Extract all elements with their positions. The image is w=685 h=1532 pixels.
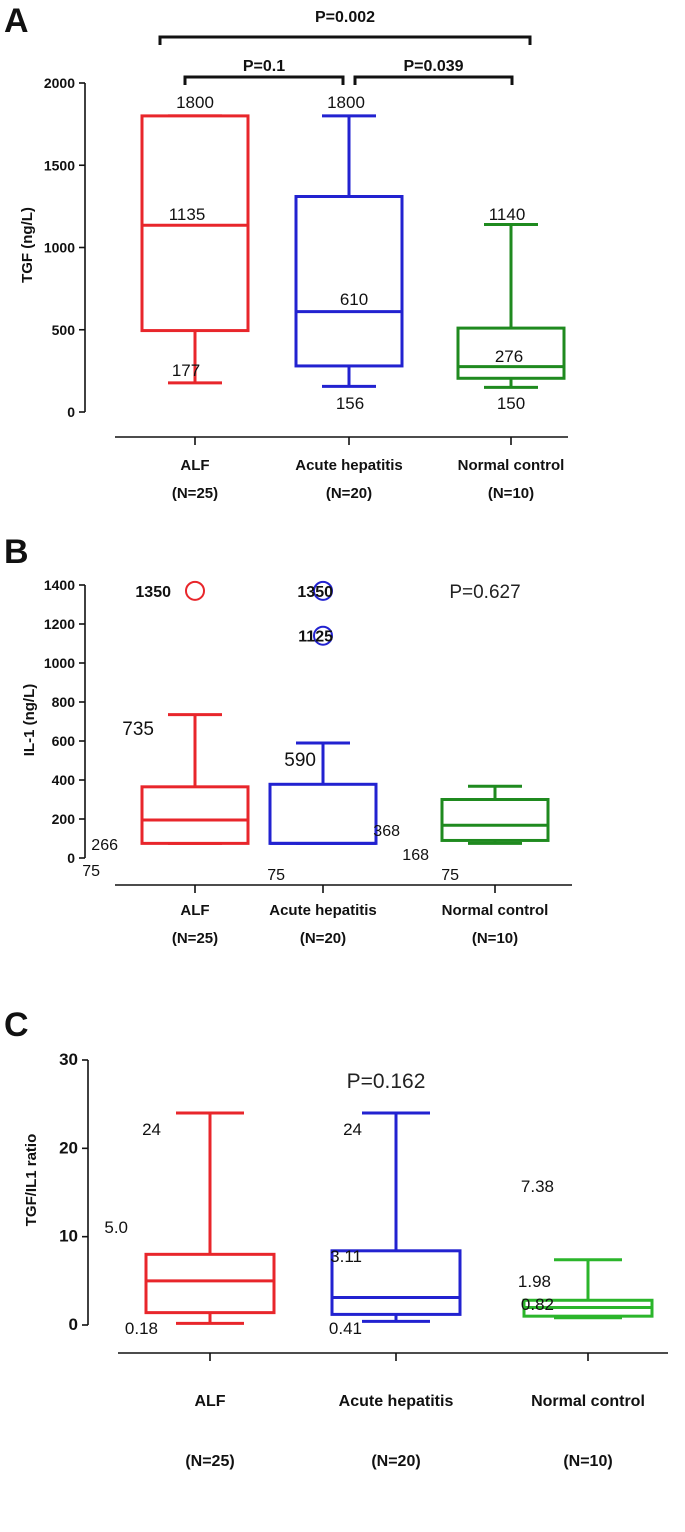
- max-value-label: 24: [142, 1120, 161, 1139]
- y-tick-label: 1000: [44, 655, 75, 671]
- category-count-alf: (N=25): [172, 485, 218, 502]
- panel-letter-a: A: [4, 2, 29, 40]
- min-value-label: 156: [336, 394, 364, 413]
- max-value-label: 368: [373, 823, 400, 840]
- max-value-label: 7.38: [521, 1177, 554, 1196]
- outlier-label: 1350: [135, 584, 171, 601]
- y-tick-label: 800: [52, 694, 76, 710]
- y-tick-label: 1000: [44, 240, 75, 256]
- outlier-point: [313, 625, 333, 646]
- p-value-label: P=0.039: [403, 58, 463, 75]
- significance-bracket: [183, 75, 345, 85]
- category-label-acute-hepatitis: Acute hepatitis: [295, 457, 403, 474]
- y-tick-label: 0: [67, 404, 75, 420]
- p-value-label: P=0.627: [449, 582, 520, 603]
- min-value-label: 75: [267, 867, 285, 884]
- box-normal-control: [456, 222, 566, 389]
- category-label-alf: ALF: [180, 902, 209, 919]
- box-normal-control: [440, 784, 550, 845]
- min-value-label: 75: [441, 867, 459, 884]
- iqr-box: [294, 195, 404, 368]
- y-tick-label: 400: [52, 772, 76, 788]
- max-value-label: 1140: [489, 205, 526, 224]
- y-tick-label: 600: [52, 733, 76, 749]
- y-tick-label: 500: [52, 322, 76, 338]
- y-tick-label: 1500: [44, 157, 75, 173]
- p-value-label: P=0.1: [243, 58, 285, 75]
- category-count-normal-control: (N=10): [563, 1453, 612, 1470]
- median-value-label: 3.11: [330, 1247, 362, 1266]
- y-tick-label: 200: [52, 811, 76, 827]
- median-value-label: 266: [91, 837, 118, 854]
- category-label-alf: ALF: [194, 1393, 225, 1410]
- category-count-alf: (N=25): [172, 930, 218, 947]
- min-value-label: 0.18: [125, 1319, 158, 1338]
- category-count-acute-hepatitis: (N=20): [300, 930, 346, 947]
- y-tick-label: 0: [69, 1315, 78, 1334]
- box-acute-hepatitis: [330, 1111, 462, 1323]
- box-alf: [140, 580, 250, 845]
- iqr-box: [140, 785, 250, 845]
- category-label-acute-hepatitis: Acute hepatitis: [339, 1393, 454, 1410]
- y-tick-label: 0: [67, 850, 75, 866]
- category-label-normal-control: Normal control: [531, 1393, 645, 1410]
- max-value-label: 590: [284, 750, 316, 771]
- median-value-label: 276: [495, 347, 523, 366]
- box-acute-hepatitis: [268, 580, 378, 845]
- box-alf: [144, 1111, 276, 1325]
- box-normal-control: [522, 1258, 654, 1320]
- y-axis-label: IL-1 (ng/L): [21, 684, 38, 756]
- min-value-label: 75: [82, 863, 100, 880]
- outlier-point: [185, 580, 205, 601]
- min-value-label: 150: [497, 394, 525, 413]
- max-value-label: 735: [122, 719, 154, 740]
- category-count-acute-hepatitis: (N=20): [326, 485, 372, 502]
- y-axis-label: TGF (ng/L): [19, 207, 36, 283]
- y-tick-label: 30: [59, 1050, 78, 1069]
- min-value-label: 177: [172, 361, 200, 380]
- category-label-normal-control: Normal control: [442, 902, 549, 919]
- panel-letter-b: B: [4, 533, 29, 571]
- outlier-point: [313, 580, 333, 601]
- significance-bracket: [158, 35, 532, 45]
- category-label-alf: ALF: [180, 457, 209, 474]
- y-tick-label: 20: [59, 1138, 78, 1157]
- median-value-label: 1.98: [518, 1272, 551, 1291]
- box-alf: [140, 114, 250, 385]
- p-value-label: P=0.162: [347, 1070, 426, 1093]
- category-count-alf: (N=25): [185, 1453, 234, 1470]
- min-value-label: 0.41: [329, 1319, 362, 1338]
- p-value-label: P=0.002: [315, 9, 375, 26]
- iqr-box: [140, 114, 250, 333]
- iqr-box: [144, 1252, 276, 1315]
- outlier-label: 1350: [297, 584, 333, 601]
- outlier-label: 1125: [298, 629, 333, 646]
- median-value-label: 168: [402, 847, 429, 864]
- y-tick-label: 1400: [44, 577, 75, 593]
- max-value-label: 24: [343, 1120, 362, 1139]
- y-tick-label: 1200: [44, 616, 75, 632]
- box-acute-hepatitis: [294, 114, 404, 388]
- iqr-box: [456, 326, 566, 380]
- category-count-normal-control: (N=10): [472, 930, 518, 947]
- category-label-acute-hepatitis: Acute hepatitis: [269, 902, 377, 919]
- y-axis-label: TGF/IL1 ratio: [23, 1134, 40, 1227]
- significance-bracket: [353, 75, 514, 85]
- median-value-label: 1135: [169, 205, 206, 224]
- y-tick-label: 2000: [44, 75, 75, 91]
- max-value-label: 1800: [327, 93, 365, 112]
- y-tick-label: 10: [59, 1227, 78, 1246]
- panel-letter-c: C: [4, 1006, 29, 1044]
- category-count-acute-hepatitis: (N=20): [371, 1453, 420, 1470]
- iqr-box: [440, 798, 550, 842]
- min-value-label: 0.82: [521, 1295, 554, 1314]
- median-value-label: 610: [340, 290, 368, 309]
- max-value-label: 1800: [176, 93, 214, 112]
- category-label-normal-control: Normal control: [458, 457, 565, 474]
- iqr-box: [330, 1249, 462, 1316]
- median-value-label: 5.0: [104, 1218, 128, 1237]
- iqr-box: [268, 782, 378, 845]
- category-count-normal-control: (N=10): [488, 485, 534, 502]
